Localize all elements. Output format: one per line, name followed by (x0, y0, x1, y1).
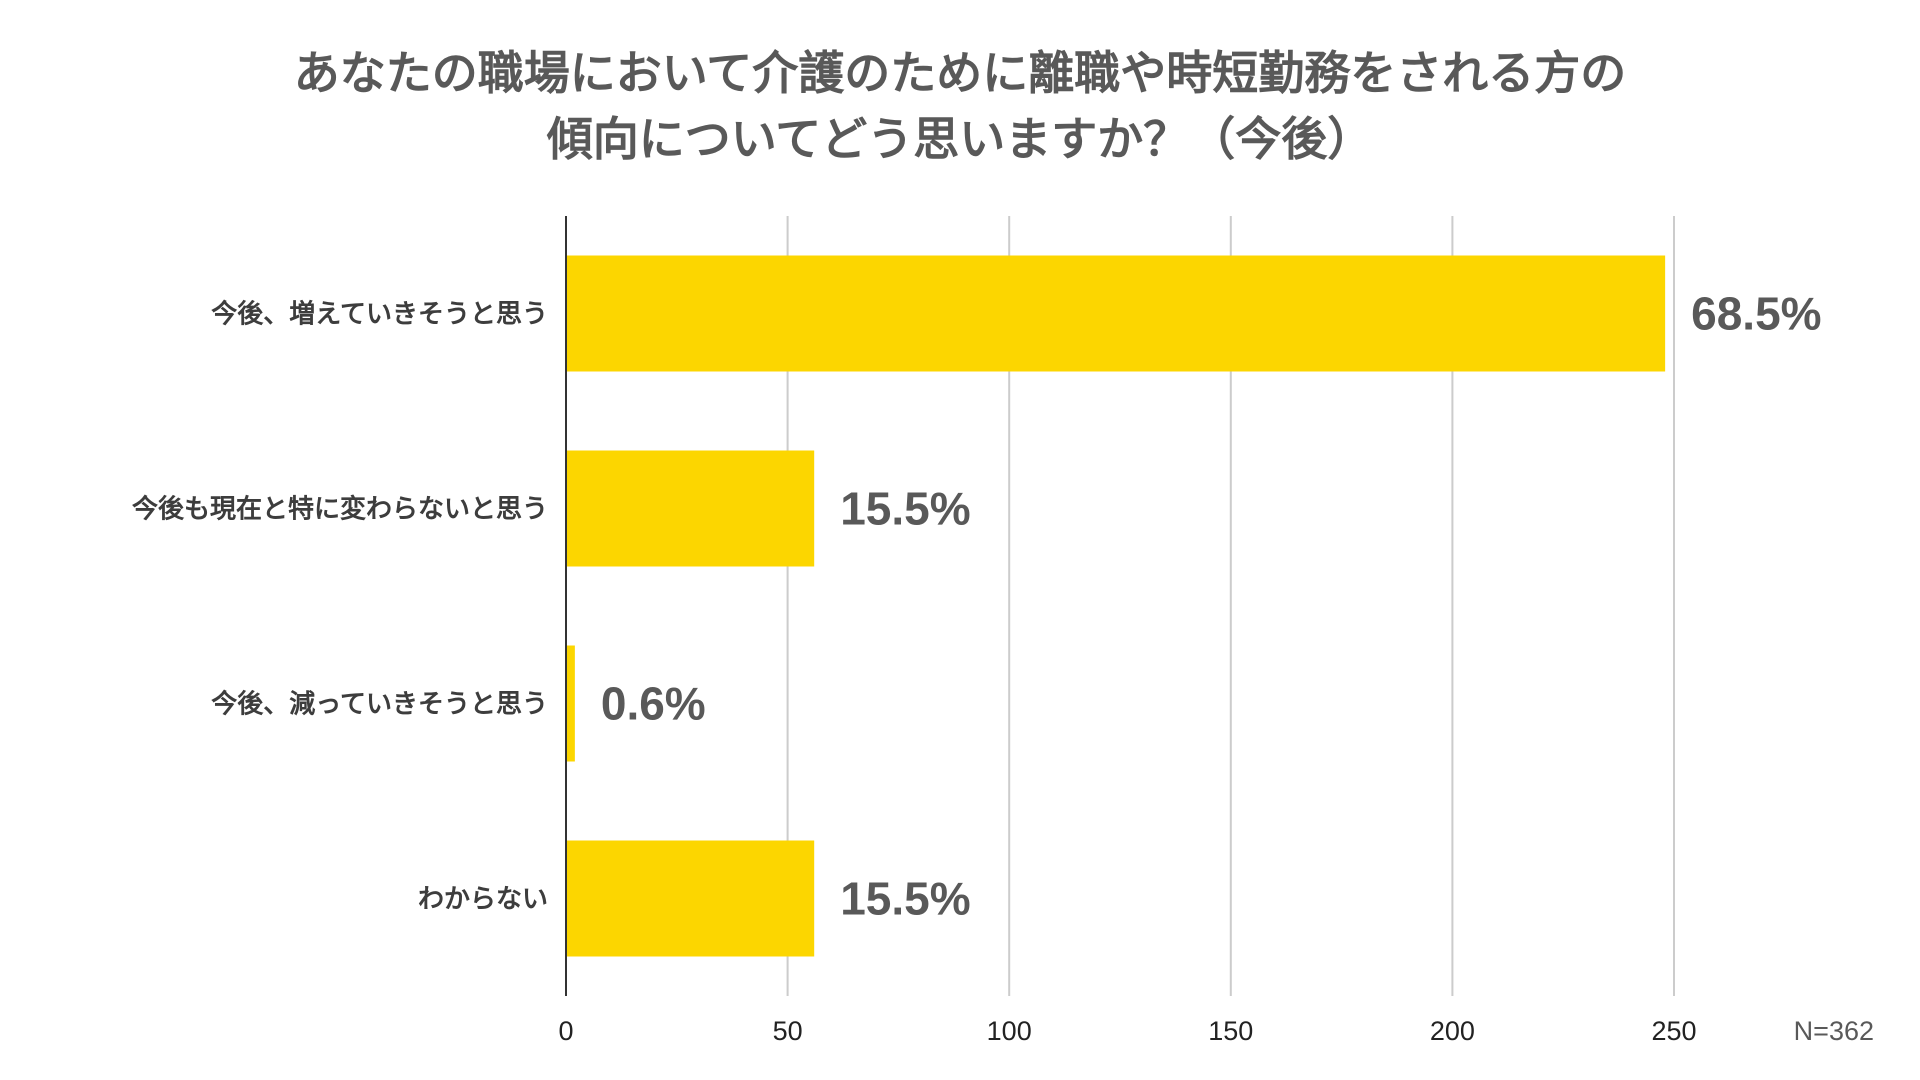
category-label: 今後、減っていきそうと思う (211, 689, 548, 720)
data-label: 0.6% (601, 678, 706, 730)
category-label: わからない (418, 885, 548, 915)
x-tick-label: 250 (1651, 1016, 1696, 1046)
bar (566, 255, 1666, 372)
data-label: 15.5% (840, 483, 970, 535)
x-tick-label: 150 (1208, 1016, 1253, 1046)
bar (566, 450, 815, 567)
data-label: 68.5% (1691, 288, 1821, 340)
bar (566, 645, 575, 762)
category-label: 今後も現在と特に変わらないと思う (132, 494, 548, 525)
bar (566, 840, 815, 957)
chart-title-line-1: あなたの職場において介護のために離職や時短勤務をされる方の (293, 46, 1627, 100)
category-label: 今後、増えていきそうと思う (211, 299, 548, 330)
x-tick-label: 100 (987, 1016, 1032, 1046)
data-label: 15.5% (840, 873, 970, 925)
x-tick-label: 0 (558, 1016, 573, 1046)
sample-size-note: N=362 (1794, 1016, 1874, 1046)
x-tick-label: 200 (1430, 1016, 1475, 1046)
chart-title: あなたの職場において介護のために離職や時短勤務をされる方の 傾向についてどう思い… (0, 40, 1920, 172)
chart-title-line-2: 傾向についてどう思いますか？（今後） (546, 112, 1374, 166)
x-tick-label: 50 (773, 1016, 803, 1046)
